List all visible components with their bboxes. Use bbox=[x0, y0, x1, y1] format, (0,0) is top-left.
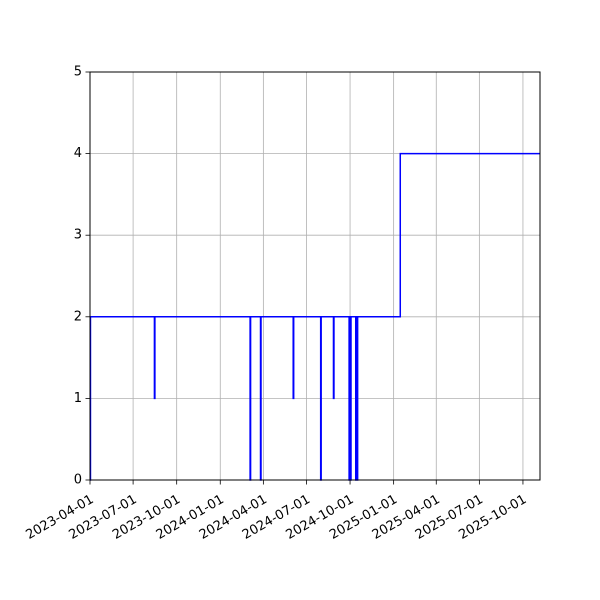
y-tick-label: 4 bbox=[74, 146, 82, 161]
series-line-0 bbox=[89, 152, 540, 481]
y-tick-label: 0 bbox=[74, 473, 82, 488]
series-layer bbox=[89, 152, 540, 481]
y-tick-label: 1 bbox=[74, 391, 82, 406]
y-tick-label: 2 bbox=[74, 309, 82, 324]
y-tick-label: 5 bbox=[74, 65, 82, 80]
plot-frame bbox=[89, 71, 541, 481]
y-tick-label: 3 bbox=[74, 228, 82, 243]
